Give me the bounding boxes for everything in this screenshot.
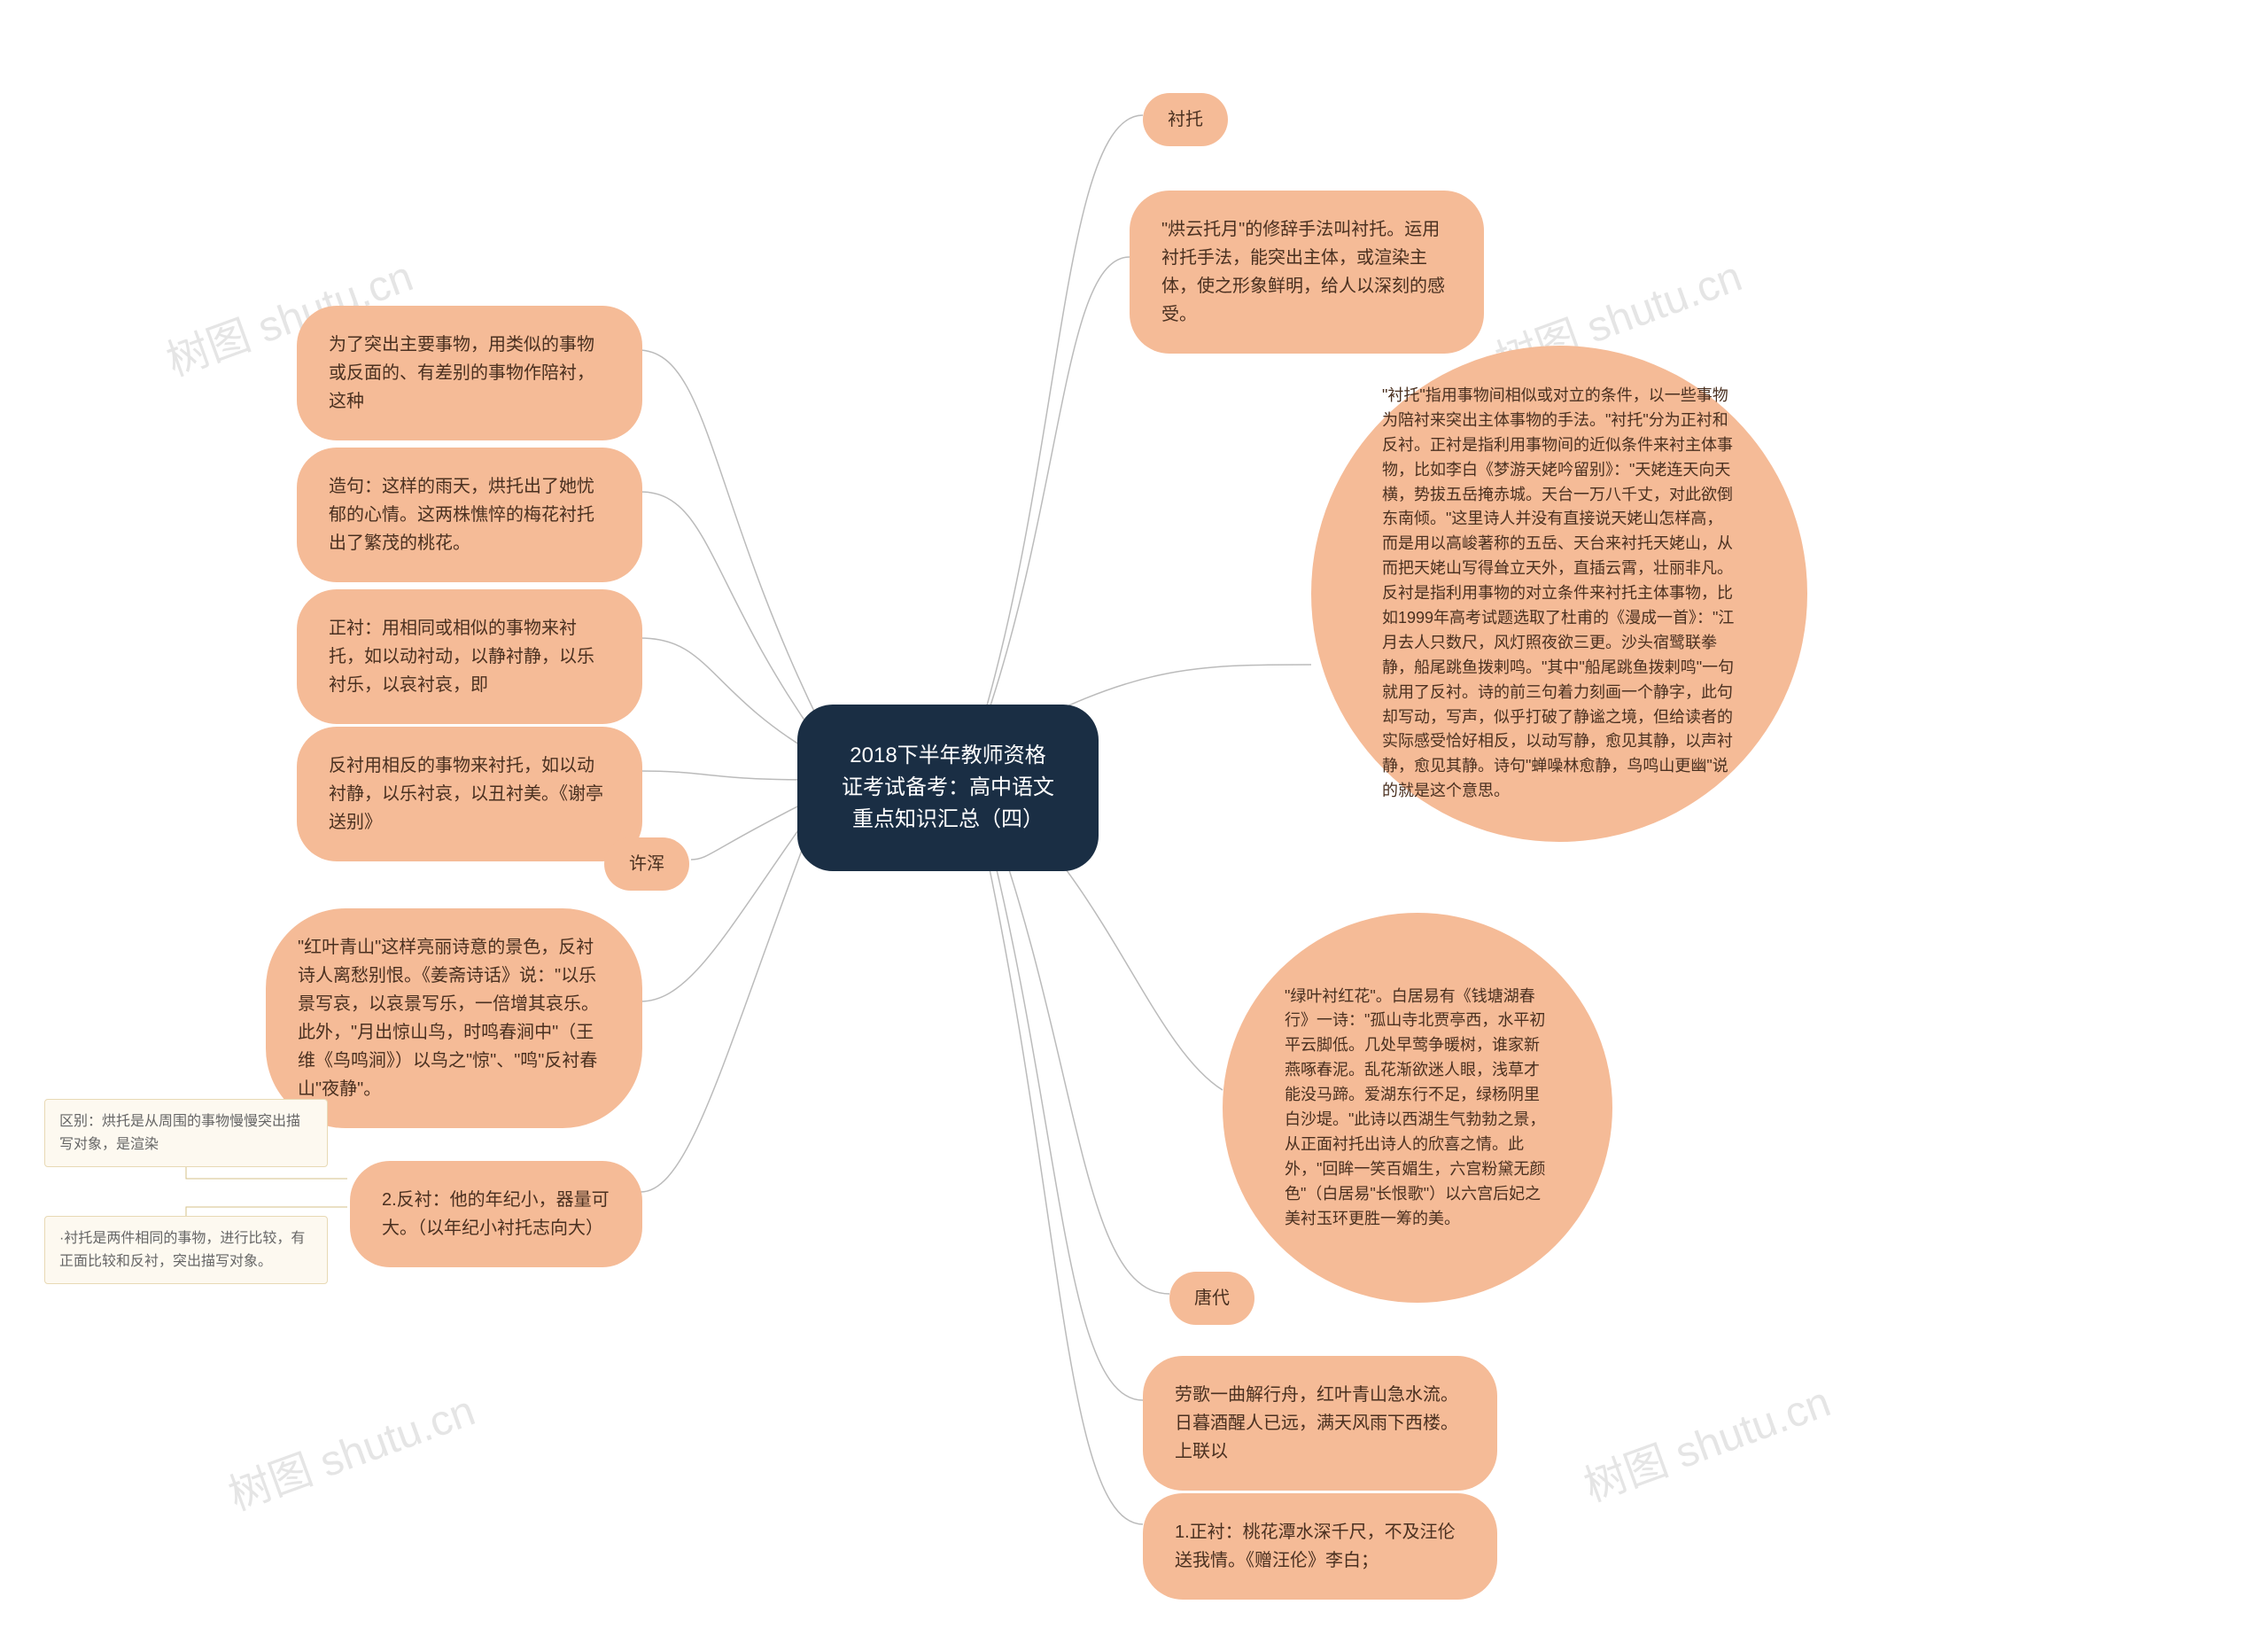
node-fanchen2[interactable]: 2.反衬：他的年纪小，器量可大。（以年纪小衬托志向大） [350, 1161, 642, 1267]
node-text: 2.反衬：他的年纪小，器量可大。（以年纪小衬托志向大） [382, 1190, 610, 1238]
node-fanchen[interactable]: 反衬用相反的事物来衬托，如以动衬静，以乐衬哀，以丑衬美。《谢亭送别》 [297, 727, 642, 861]
node-laoge[interactable]: 劳歌一曲解行舟，红叶青山急水流。日暮酒醒人已远，满天风雨下西楼。上联以 [1143, 1356, 1497, 1491]
node-text: 唐代 [1194, 1289, 1230, 1308]
node-zhengchen[interactable]: 正衬：用相同或相似的事物来衬托，如以动衬动，以静衬静，以乐衬乐，以哀衬哀，即 [297, 589, 642, 724]
node-text: "烘云托月"的修辞手法叫衬托。运用衬托手法，能突出主体，或渲染主体，使之形象鲜明… [1161, 220, 1445, 324]
node-lvye[interactable]: "绿叶衬红花"。白居易有《钱塘湖春行》一诗："孤山寺北贾亭西，水平初平云脚低。几… [1223, 913, 1612, 1303]
node-text: 衬托 [1168, 110, 1203, 129]
watermark: 树图 shutu.cn [1574, 1367, 1837, 1513]
node-big-explanation[interactable]: "衬托"指用事物间相似或对立的条件，以一些事物为陪衬来突出主体事物的手法。"衬托… [1311, 346, 1807, 842]
annotation-text: ·衬托是两件相同的事物，进行比较，有正面比较和反衬，突出描写对象。 [59, 1231, 305, 1269]
node-text: 许浑 [629, 854, 664, 874]
center-title: 2018下半年教师资格证考试备考：高中语文重点知识汇总（四） [842, 744, 1054, 831]
node-chentuo[interactable]: 衬托 [1143, 93, 1228, 146]
node-text: 1.正衬：桃花潭水深千尺，不及汪伦送我情。《赠汪伦》李白； [1175, 1523, 1456, 1570]
node-text: "红叶青山"这样亮丽诗意的景色，反衬诗人离愁别恨。《姜斋诗话》说："以乐景写哀，… [298, 938, 599, 1099]
annotation-chentuo: ·衬托是两件相同的事物，进行比较，有正面比较和反衬，突出描写对象。 [44, 1216, 328, 1284]
annotation-qubie: 区别：烘托是从周围的事物慢慢突出描写对象，是渲染 [44, 1099, 328, 1167]
node-tangdai[interactable]: 唐代 [1169, 1272, 1254, 1325]
node-text: "绿叶衬红花"。白居易有《钱塘湖春行》一诗："孤山寺北贾亭西，水平初平云脚低。几… [1285, 985, 1550, 1232]
node-text: 为了突出主要事物，用类似的事物或反面的、有差别的事物作陪衬，这种 [329, 335, 594, 411]
node-hongye[interactable]: "红叶青山"这样亮丽诗意的景色，反衬诗人离愁别恨。《姜斋诗话》说："以乐景写哀，… [266, 908, 642, 1128]
node-text: "衬托"指用事物间相似或对立的条件，以一些事物为陪衬来突出主体事物的手法。"衬托… [1382, 384, 1736, 804]
node-hongyun[interactable]: "烘云托月"的修辞手法叫衬托。运用衬托手法，能突出主体，或渲染主体，使之形象鲜明… [1130, 191, 1484, 354]
annotation-text: 区别：烘托是从周围的事物慢慢突出描写对象，是渲染 [59, 1114, 300, 1152]
node-text: 反衬用相反的事物来衬托，如以动衬静，以乐衬哀，以丑衬美。《谢亭送别》 [329, 756, 603, 832]
node-xuhun[interactable]: 许浑 [604, 837, 689, 891]
node-text: 劳歌一曲解行舟，红叶青山急水流。日暮酒醒人已远，满天风雨下西楼。上联以 [1175, 1385, 1458, 1461]
node-tuchu[interactable]: 为了突出主要事物，用类似的事物或反面的、有差别的事物作陪衬，这种 [297, 306, 642, 440]
node-text: 造句：这样的雨天，烘托出了她忧郁的心情。这两株憔悴的梅花衬托出了繁茂的桃花。 [329, 477, 594, 553]
center-node[interactable]: 2018下半年教师资格证考试备考：高中语文重点知识汇总（四） [797, 705, 1099, 871]
node-zaoju[interactable]: 造句：这样的雨天，烘托出了她忧郁的心情。这两株憔悴的梅花衬托出了繁茂的桃花。 [297, 448, 642, 582]
watermark: 树图 shutu.cn [219, 1375, 482, 1522]
node-zhengchentaohua[interactable]: 1.正衬：桃花潭水深千尺，不及汪伦送我情。《赠汪伦》李白； [1143, 1493, 1497, 1600]
node-text: 正衬：用相同或相似的事物来衬托，如以动衬动，以静衬静，以乐衬乐，以哀衬哀，即 [329, 619, 594, 695]
